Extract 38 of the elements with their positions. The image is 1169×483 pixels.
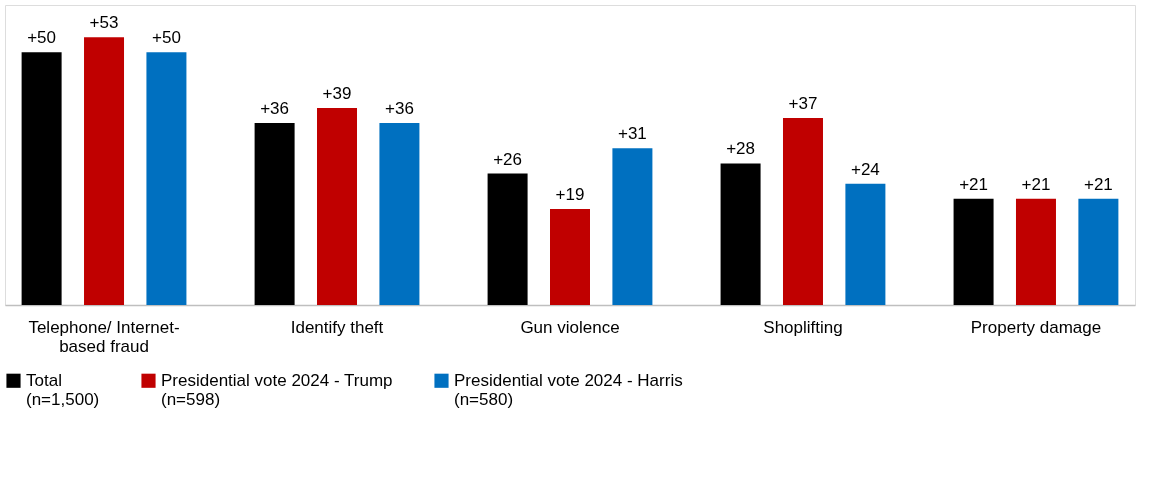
x-tick-label: Telephone/ Internet-based fraud — [28, 317, 180, 356]
bar — [953, 198, 994, 305]
data-label: +28 — [726, 139, 755, 159]
bar — [1015, 198, 1056, 305]
bar — [487, 173, 528, 305]
legend-label: Presidential vote 2024 - Trump (n=598) — [161, 370, 393, 409]
bar — [146, 52, 187, 305]
data-label: +19 — [555, 184, 585, 204]
data-label: +36 — [385, 99, 414, 119]
data-label: +37 — [788, 94, 818, 114]
bar — [550, 208, 590, 305]
bar — [254, 123, 295, 305]
bar — [84, 37, 125, 305]
data-label: +21 — [959, 174, 988, 194]
bar — [317, 107, 358, 305]
data-label: +36 — [260, 99, 290, 119]
x-tick-label: Property damage — [970, 317, 1102, 337]
x-tick-label: Identify theft — [290, 317, 384, 337]
data-label: +50 — [152, 28, 181, 48]
bar — [379, 123, 420, 305]
data-label: +50 — [27, 28, 57, 48]
legend-label: Presidential vote 2024 - Harris (n=580) — [454, 370, 683, 409]
data-label: +53 — [89, 13, 119, 33]
bar — [720, 163, 761, 305]
bar — [782, 118, 823, 305]
data-label: +31 — [617, 124, 647, 144]
legend-label: Total (n=1,500) — [26, 370, 100, 409]
bar — [612, 148, 653, 305]
data-label: +21 — [1083, 174, 1113, 194]
data-label: +24 — [850, 159, 880, 179]
data-label: +26 — [493, 149, 523, 169]
bar — [1078, 198, 1119, 305]
x-tick-label: Gun violence — [520, 317, 620, 337]
data-label: +21 — [1021, 174, 1051, 194]
data-label: +39 — [322, 83, 352, 103]
x-tick-label: Shoplifting — [763, 317, 843, 337]
bar — [21, 52, 62, 305]
bar — [845, 183, 886, 305]
